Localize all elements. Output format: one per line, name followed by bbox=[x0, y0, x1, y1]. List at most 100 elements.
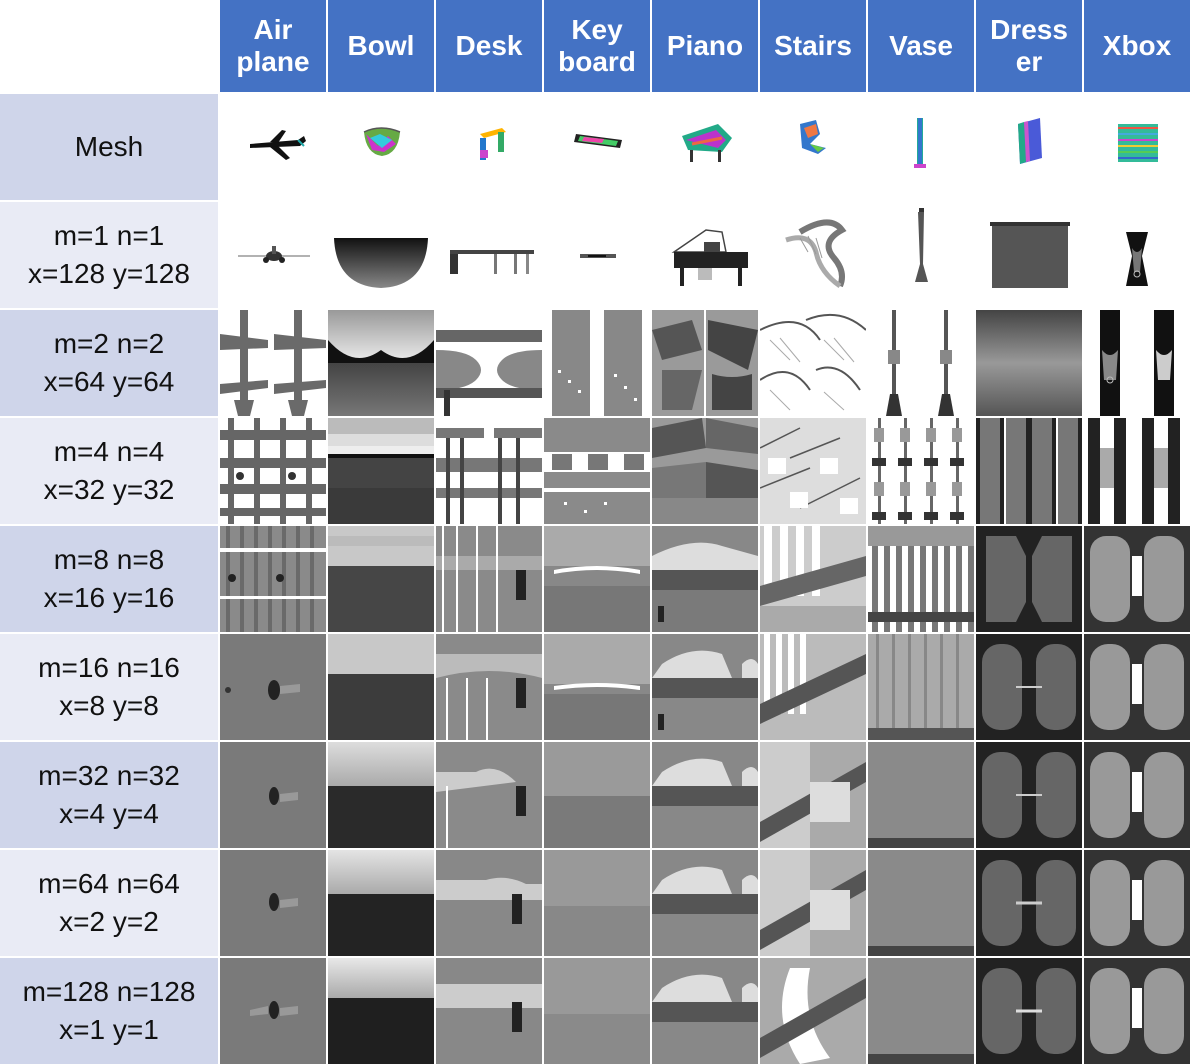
mesh-vase-image bbox=[868, 94, 974, 200]
depth-piano-m128 bbox=[652, 958, 758, 1064]
row-label-m4: m=4 n=4 x=32 y=32 bbox=[0, 418, 218, 524]
depth-dresser-m32 bbox=[976, 742, 1082, 848]
depth-xbox-m2 bbox=[1084, 310, 1190, 416]
depth-vase-m128 bbox=[868, 958, 974, 1064]
mesh-stairs-image bbox=[760, 94, 866, 200]
depth-desk-m32 bbox=[436, 742, 542, 848]
col-header-dresser: Dress er bbox=[976, 0, 1082, 92]
depth-keyboard-m1 bbox=[544, 202, 650, 308]
depth-piano-m32 bbox=[652, 742, 758, 848]
depth-dresser-m128 bbox=[976, 958, 1082, 1064]
mesh-keyboard-image bbox=[544, 94, 650, 200]
depth-piano-m4 bbox=[652, 418, 758, 524]
col-header-keyboard: Key board bbox=[544, 0, 650, 92]
col-header-bowl: Bowl bbox=[328, 0, 434, 92]
depth-vase-m4 bbox=[868, 418, 974, 524]
mesh-dresser-image bbox=[976, 94, 1082, 200]
depth-vase-m2 bbox=[868, 310, 974, 416]
depth-stairs-m1 bbox=[760, 202, 866, 308]
depth-airplane-m8 bbox=[220, 526, 326, 632]
mesh-xbox-image bbox=[1084, 94, 1190, 200]
depth-keyboard-m64 bbox=[544, 850, 650, 956]
depth-keyboard-m128 bbox=[544, 958, 650, 1064]
col-header-xbox: Xbox bbox=[1084, 0, 1190, 92]
col-header-vase: Vase bbox=[868, 0, 974, 92]
col-header-stairs: Stairs bbox=[760, 0, 866, 92]
depth-vase-m1 bbox=[868, 202, 974, 308]
depth-desk-m64 bbox=[436, 850, 542, 956]
depth-airplane-m32 bbox=[220, 742, 326, 848]
depth-vase-m32 bbox=[868, 742, 974, 848]
depth-xbox-m1 bbox=[1084, 202, 1190, 308]
depth-piano-m64 bbox=[652, 850, 758, 956]
depth-piano-m2 bbox=[652, 310, 758, 416]
depth-dresser-m16 bbox=[976, 634, 1082, 740]
depth-airplane-m1 bbox=[220, 202, 326, 308]
depth-piano-m1 bbox=[652, 202, 758, 308]
depth-bowl-m2 bbox=[328, 310, 434, 416]
depth-bowl-m32 bbox=[328, 742, 434, 848]
depth-keyboard-m2 bbox=[544, 310, 650, 416]
depth-desk-m2 bbox=[436, 310, 542, 416]
depth-stairs-m64 bbox=[760, 850, 866, 956]
depth-xbox-m8 bbox=[1084, 526, 1190, 632]
depth-keyboard-m4 bbox=[544, 418, 650, 524]
depth-dresser-m8 bbox=[976, 526, 1082, 632]
depth-bowl-m64 bbox=[328, 850, 434, 956]
row-label-mesh: Mesh bbox=[0, 94, 218, 200]
mesh-piano-image bbox=[652, 94, 758, 200]
depth-desk-m16 bbox=[436, 634, 542, 740]
depth-desk-m1 bbox=[436, 202, 542, 308]
row-label-m8: m=8 n=8 x=16 y=16 bbox=[0, 526, 218, 632]
depth-dresser-m1 bbox=[976, 202, 1082, 308]
depth-desk-m128 bbox=[436, 958, 542, 1064]
depth-vase-m8 bbox=[868, 526, 974, 632]
col-header-airplane: Air plane bbox=[220, 0, 326, 92]
depth-dresser-m64 bbox=[976, 850, 1082, 956]
depth-keyboard-m16 bbox=[544, 634, 650, 740]
mesh-airplane-image bbox=[220, 94, 326, 200]
mesh-desk-image bbox=[436, 94, 542, 200]
depth-bowl-m1 bbox=[328, 202, 434, 308]
row-label-m32: m=32 n=32 x=4 y=4 bbox=[0, 742, 218, 848]
depth-desk-m4 bbox=[436, 418, 542, 524]
depth-stairs-m8 bbox=[760, 526, 866, 632]
depth-airplane-m128 bbox=[220, 958, 326, 1064]
depth-xbox-m32 bbox=[1084, 742, 1190, 848]
depth-piano-m16 bbox=[652, 634, 758, 740]
row-label-m1: m=1 n=1 x=128 y=128 bbox=[0, 202, 218, 308]
depth-bowl-m4 bbox=[328, 418, 434, 524]
depth-airplane-m4 bbox=[220, 418, 326, 524]
depth-keyboard-m32 bbox=[544, 742, 650, 848]
col-header-desk: Desk bbox=[436, 0, 542, 92]
depth-dresser-m4 bbox=[976, 418, 1082, 524]
depth-bowl-m16 bbox=[328, 634, 434, 740]
depth-xbox-m128 bbox=[1084, 958, 1190, 1064]
mesh-bowl-image bbox=[328, 94, 434, 200]
depth-airplane-m64 bbox=[220, 850, 326, 956]
depth-desk-m8 bbox=[436, 526, 542, 632]
depth-bowl-m128 bbox=[328, 958, 434, 1064]
depth-stairs-m32 bbox=[760, 742, 866, 848]
depth-piano-m8 bbox=[652, 526, 758, 632]
row-label-m64: m=64 n=64 x=2 y=2 bbox=[0, 850, 218, 956]
depth-airplane-m2 bbox=[220, 310, 326, 416]
depth-vase-m64 bbox=[868, 850, 974, 956]
corner-cell bbox=[0, 0, 218, 92]
depth-vase-m16 bbox=[868, 634, 974, 740]
depth-bowl-m8 bbox=[328, 526, 434, 632]
depth-xbox-m64 bbox=[1084, 850, 1190, 956]
depth-stairs-m128 bbox=[760, 958, 866, 1064]
depth-dresser-m2 bbox=[976, 310, 1082, 416]
col-header-piano: Piano bbox=[652, 0, 758, 92]
depth-stairs-m4 bbox=[760, 418, 866, 524]
depth-airplane-m16 bbox=[220, 634, 326, 740]
depth-stairs-m16 bbox=[760, 634, 866, 740]
row-label-m128: m=128 n=128 x=1 y=1 bbox=[0, 958, 218, 1064]
depth-keyboard-m8 bbox=[544, 526, 650, 632]
row-label-m2: m=2 n=2 x=64 y=64 bbox=[0, 310, 218, 416]
depth-stairs-m2 bbox=[760, 310, 866, 416]
depth-xbox-m16 bbox=[1084, 634, 1190, 740]
row-label-m16: m=16 n=16 x=8 y=8 bbox=[0, 634, 218, 740]
